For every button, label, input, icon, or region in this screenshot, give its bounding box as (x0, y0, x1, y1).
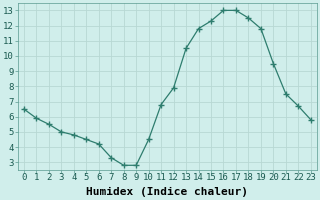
X-axis label: Humidex (Indice chaleur): Humidex (Indice chaleur) (86, 187, 248, 197)
